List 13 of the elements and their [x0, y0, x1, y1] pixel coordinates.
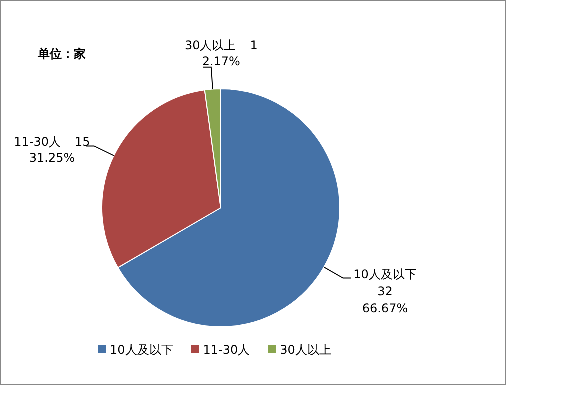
annotation: 单位：家: [38, 47, 86, 61]
data-label: 2.17%: [202, 54, 240, 68]
slice-label: 10人及以下: [354, 267, 417, 282]
data-label: 66.67%: [362, 301, 408, 316]
text: 1: [250, 38, 258, 52]
slice-label: 30人以上: [184, 38, 236, 52]
slice-label: 11-30人: [14, 135, 62, 150]
legend-label: 30人以上: [280, 343, 332, 357]
legend-label: 11-30人: [203, 343, 250, 357]
data-label: 31.25%: [29, 151, 76, 166]
text: 15: [75, 135, 90, 150]
text: 32: [378, 284, 393, 298]
legend-label: 10人及以下: [110, 343, 174, 357]
